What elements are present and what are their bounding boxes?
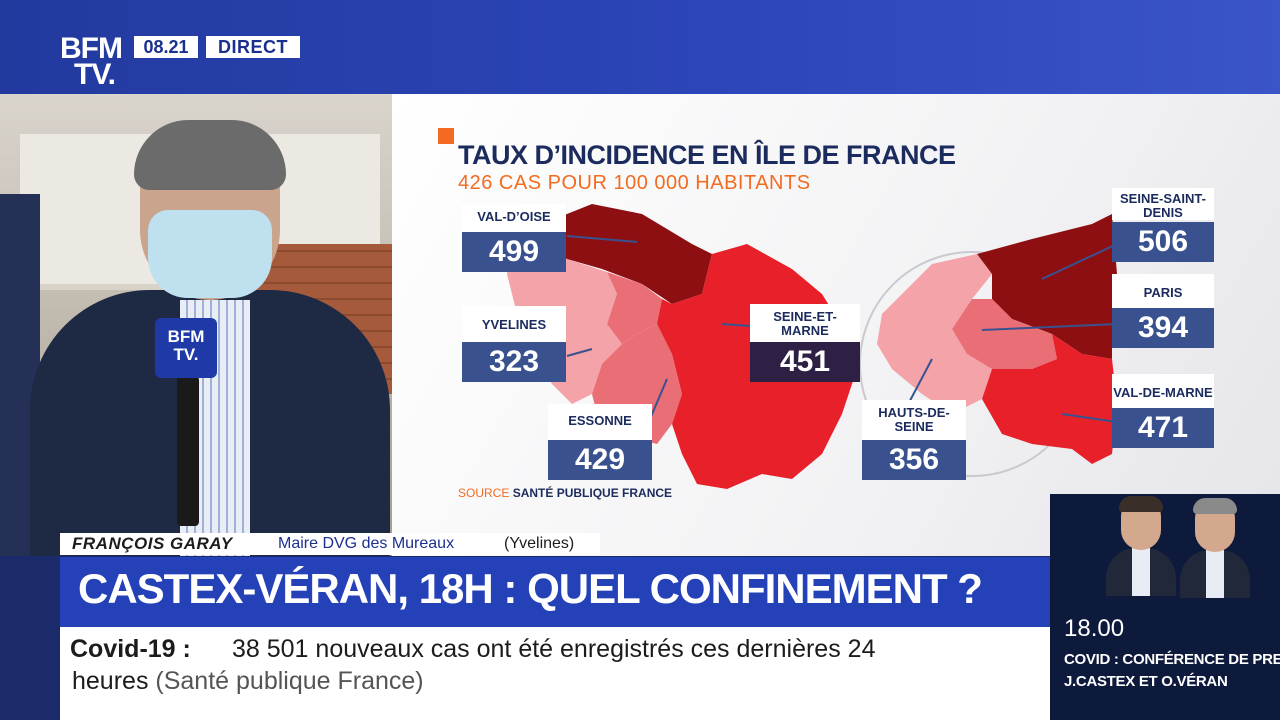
clock-time: 08.21 [134,36,198,58]
leader-seine-saint-denis [1041,243,1118,280]
value-seine-saint-denis: 506 [1112,222,1214,262]
upcoming-time: 18.00 [1064,615,1125,642]
value-val-de-marne: 471 [1112,408,1214,448]
label-val-d-oise: VAL-D’OISE [477,209,551,224]
bfmtv-logo: BFM TV. [60,32,123,91]
live-badge: DIRECT [206,36,300,58]
value-essonne: 429 [548,440,652,480]
ticker-line-2-text: heures [72,667,149,695]
leader-yvelines [566,348,593,357]
label-bg-essonne [548,404,652,440]
face-mask [148,210,272,298]
map-inner-ring-left [607,272,662,344]
leader-seine-et-marne [721,323,751,327]
label-seine-saint-denis: SEINE-SAINT-DENIS [1120,191,1206,220]
label-bg-seine-saint-denis [1112,188,1214,220]
upcoming-panel [1050,494,1280,720]
source-prefix: SOURCE [458,486,510,500]
upcoming-subtitle: J.CASTEX ET O.VÉRAN [1064,673,1228,690]
map-seine-saint-denis [977,214,1117,359]
label-yvelines: YVELINES [481,317,547,332]
ticker-label: Covid-19 : [70,635,191,663]
microphone-flag: BFM TV. [155,318,217,378]
portrait-veran [1106,496,1176,596]
label-bg-yvelines [462,306,566,342]
map-hauts-de-seine [877,254,992,414]
value-seine-et-marne: 451 [750,342,860,382]
value-yvelines: 323 [462,342,566,382]
speaker-role: Maire DVG des Mureaux [278,535,455,552]
infographic-title: TAUX D’INCIDENCE EN ÎLE DE FRANCE [458,140,956,170]
label-val-de-marne: VAL-DE-MARNE [1113,385,1213,400]
logo-line-2: TV. [74,58,116,91]
label-bg-seine-et-marne [750,304,860,342]
ticker-line-2: heures (Santé publique France) [72,667,424,696]
headline-banner: CASTEX-VÉRAN, 18H : QUEL CONFINEMENT ? [60,557,1050,627]
microphone-handle [177,376,199,526]
infographic-source: SOURCE SANTÉ PUBLIQUE FRANCE [458,486,672,500]
label-bg-val-de-marne [1112,374,1214,408]
map-val-de-marne [982,334,1117,464]
source-name: SANTÉ PUBLIQUE FRANCE [512,486,673,500]
ticker-source: (Santé publique France) [155,667,424,695]
news-ticker: Covid-19 : 38 501 nouveaux cas ont été e… [60,627,1050,720]
speaker-name: FRANÇOIS GARAY [72,534,233,553]
infographic-subtitle: 426 CAS POUR 100 000 HABITANTS [458,172,811,194]
upcoming-title: COVID : CONFÉRENCE DE PRESSE [1064,651,1280,668]
label-paris: PARIS [1143,285,1183,300]
label-bg-paris [1112,274,1214,308]
map-val-d-oise [542,204,712,304]
title-marker [438,128,454,144]
speaker-region: (Yvelines) [504,535,575,552]
label-bg-hauts-de-seine [862,400,966,440]
logo-line-1: BFM [60,32,123,65]
value-paris: 394 [1112,308,1214,348]
headline-text: CASTEX-VÉRAN, 18H : QUEL CONFINEMENT ? [78,565,983,612]
leader-val-d-oise [566,235,638,243]
map-paris [952,299,1057,369]
value-hauts-de-seine: 356 [862,440,966,480]
hair [134,120,286,190]
speaker-name-strip: FRANÇOIS GARAY Maire DVG des Mureaux (Yv… [60,533,600,555]
ticker-line-1: 38 501 nouveaux cas ont été enregistrés … [232,635,876,663]
label-hauts-de-seine: HAUTS-DE-SEINE [878,405,950,434]
portrait-castex [1180,498,1250,598]
label-bg-val-d-oise [462,204,566,232]
value-val-d-oise: 499 [462,232,566,272]
label-essonne: ESSONNE [568,413,632,428]
leader-val-de-marne [1061,413,1118,423]
label-seine-et-marne: SEINE-ET-MARNE [773,309,837,338]
leader-paris [981,323,1118,331]
